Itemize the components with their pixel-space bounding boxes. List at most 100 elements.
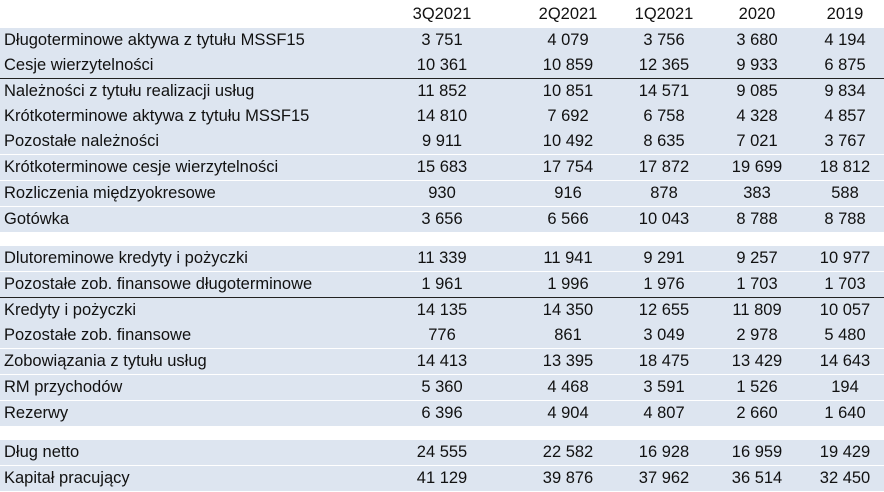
column-header: 1Q2021 (634, 5, 694, 23)
table-cell: 11 852 (417, 82, 467, 100)
table-cell: 14 571 (638, 82, 690, 100)
table-row: RM przychodów 5 360 4 468 3 591 1 526 19… (0, 375, 884, 400)
row-label: Cesje wierzytelności (4, 56, 154, 74)
table-row: Rozliczenia międzyokresowe 930 916 878 3… (0, 181, 884, 206)
table-cell: 383 (743, 184, 771, 202)
table-cell: 1 961 (421, 275, 463, 293)
table-cell: 1 703 (736, 275, 778, 293)
table-cell: 861 (554, 326, 582, 344)
table-cell: 39 876 (542, 469, 594, 487)
table-cell: 19 699 (731, 158, 783, 176)
table-cell: 5 360 (421, 378, 463, 396)
table-cell: 5 480 (824, 326, 866, 344)
table-cell: 7 021 (736, 132, 778, 150)
column-header: 2020 (738, 5, 776, 23)
table-cell: 4 857 (824, 107, 866, 125)
table-cell: 4 468 (547, 378, 589, 396)
table-cell: 9 834 (824, 82, 866, 100)
table-cell: 12 365 (638, 56, 690, 74)
table-row: Gotówka 3 656 6 566 10 043 8 788 8 788 (0, 207, 884, 232)
table-row: Pozostałe zob. finansowe 776 861 3 049 2… (0, 323, 884, 348)
table-cell: 4 904 (547, 404, 589, 422)
table-cell: 10 977 (819, 249, 871, 267)
table-cell: 41 129 (416, 469, 468, 487)
table-row: Rezerwy 6 396 4 904 4 807 2 660 1 640 (0, 401, 884, 426)
table-row: Krótkoterminowe aktywa z tytułu MSSF15 1… (0, 104, 884, 129)
table-cell: 2 660 (736, 404, 778, 422)
table-cell: 1 996 (547, 275, 589, 293)
table-cell: 11 941 (543, 249, 593, 267)
row-label: Krótkoterminowe cesje wierzytelności (4, 158, 279, 176)
table-cell: 3 767 (824, 132, 866, 150)
table-cell: 4 079 (547, 31, 589, 49)
table-cell: 9 911 (421, 132, 463, 150)
row-label: Krótkoterminowe aktywa z tytułu MSSF15 (4, 107, 310, 125)
table-cell: 17 754 (542, 158, 594, 176)
table-row: Zobowiązania z tytułu usług 14 413 13 39… (0, 349, 884, 374)
column-header: 2019 (826, 5, 864, 23)
table-cell: 32 450 (819, 469, 871, 487)
table-cell: 22 582 (542, 443, 594, 461)
table-cell: 588 (831, 184, 859, 202)
table-cell: 3 656 (421, 210, 463, 228)
table-cell: 776 (428, 326, 456, 344)
row-label: Dług netto (4, 443, 80, 461)
table-cell: 15 683 (416, 158, 468, 176)
table-cell: 4 807 (643, 404, 685, 422)
table-row: Kapitał pracujący 41 129 39 876 37 962 3… (0, 466, 884, 491)
table-row: Dlutoreminowe kredyty i pożyczki 11 339 … (0, 246, 884, 271)
table-header-row: 3Q2021 2Q2021 1Q2021 2020 2019 (0, 2, 884, 27)
row-label: Dlutoreminowe kredyty i pożyczki (4, 249, 248, 267)
table-cell: 11 809 (732, 301, 782, 319)
table-cell: 14 350 (542, 301, 594, 319)
row-label: RM przychodów (4, 378, 123, 396)
table-cell: 14 413 (416, 352, 468, 370)
table-cell: 3 756 (643, 31, 685, 49)
row-label: Rozliczenia międzyokresowe (4, 184, 216, 202)
table-cell: 14 643 (819, 352, 871, 370)
table-cell: 8 788 (824, 210, 866, 228)
table-cell: 11 339 (417, 249, 467, 267)
table-cell: 18 475 (638, 352, 690, 370)
table-cell: 3 751 (421, 31, 463, 49)
row-label: Pozostałe zob. finansowe (4, 326, 192, 344)
table-cell: 4 328 (736, 107, 778, 125)
table-cell: 10 851 (542, 82, 594, 100)
table-cell: 18 812 (819, 158, 871, 176)
row-label: Kapitał pracujący (4, 469, 130, 487)
table-row: Kredyty i pożyczki 14 135 14 350 12 655 … (0, 297, 884, 323)
table-cell: 10 859 (542, 56, 594, 74)
table-cell: 10 057 (819, 301, 871, 319)
table-row: Pozostałe zob. finansowe długoterminowe … (0, 272, 884, 297)
table-row: Pozostałe należności 9 911 10 492 8 635 … (0, 129, 884, 154)
row-label: Zobowiązania z tytułu usług (4, 352, 207, 370)
table-cell: 1 976 (643, 275, 685, 293)
table-cell: 7 692 (547, 107, 589, 125)
column-header: 3Q2021 (412, 5, 472, 23)
row-label: Długoterminowe aktywa z tytułu MSSF15 (4, 31, 305, 49)
table-cell: 1 703 (824, 275, 866, 293)
table-cell: 3 591 (643, 378, 685, 396)
table-cell: 3 049 (643, 326, 685, 344)
row-label: Gotówka (4, 210, 70, 228)
table-cell: 24 555 (416, 443, 468, 461)
table-cell: 916 (554, 184, 582, 202)
table-cell: 10 492 (542, 132, 594, 150)
table-cell: 6 396 (421, 404, 463, 422)
table-cell: 13 429 (731, 352, 783, 370)
table-cell: 8 788 (736, 210, 778, 228)
table-cell: 930 (428, 184, 456, 202)
table-cell: 13 395 (542, 352, 594, 370)
table-cell: 36 514 (731, 469, 783, 487)
table-row: Dług netto 24 555 22 582 16 928 16 959 1… (0, 440, 884, 465)
table-cell: 17 872 (638, 158, 690, 176)
table-cell: 878 (650, 184, 678, 202)
row-label: Rezerwy (4, 404, 69, 422)
table-cell: 10 043 (638, 210, 690, 228)
table-cell: 37 962 (638, 469, 690, 487)
table-cell: 19 429 (819, 443, 871, 461)
column-header: 2Q2021 (538, 5, 598, 23)
table-row: Cesje wierzytelności 10 361 10 859 12 36… (0, 53, 884, 78)
table-cell: 8 635 (643, 132, 685, 150)
table-cell: 194 (831, 378, 859, 396)
